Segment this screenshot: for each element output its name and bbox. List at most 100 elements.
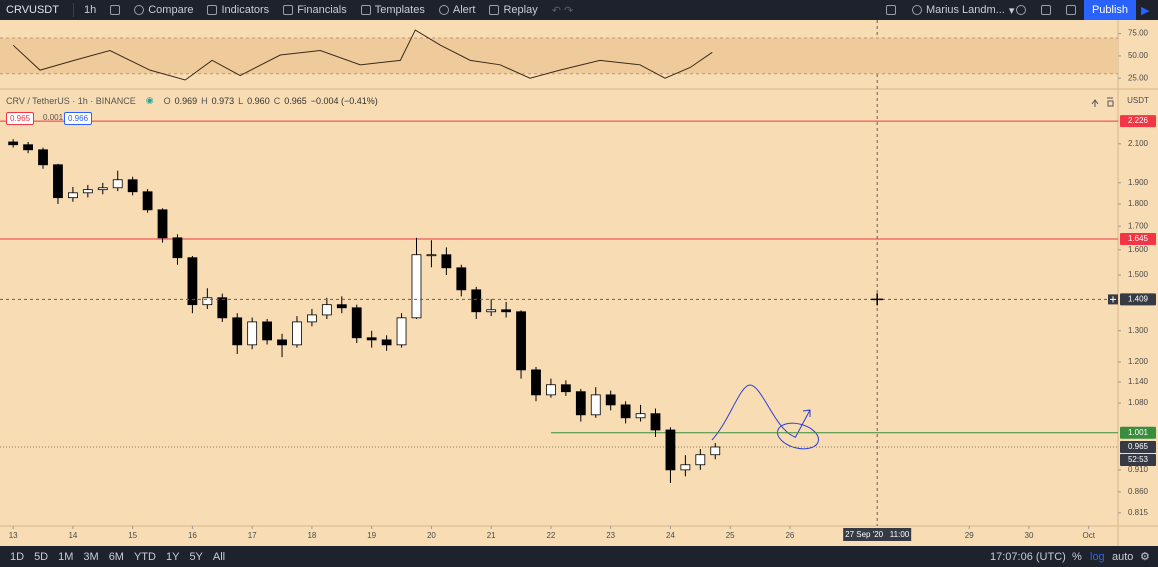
publish-button[interactable]: Publish: [1084, 0, 1136, 20]
open-label: O: [163, 95, 171, 106]
toolbar-item[interactable]: Replay: [489, 4, 538, 16]
candle-body: [68, 192, 78, 199]
x-tick-label: 25: [726, 531, 735, 540]
open-value: 0.969: [174, 95, 198, 106]
y-tick-label: 1.200: [1128, 357, 1149, 366]
x-tick-label: 19: [367, 531, 376, 540]
range-button[interactable]: 1Y: [165, 550, 180, 563]
range-button[interactable]: YTD: [133, 550, 156, 563]
replay-play[interactable]: ▶: [1141, 4, 1150, 17]
candle-body: [351, 307, 362, 339]
countdown-bg: [1120, 453, 1156, 466]
pane-controls[interactable]: [1091, 97, 1114, 107]
y-tick-label: 75.00: [1128, 29, 1149, 38]
label: Financials: [297, 4, 347, 16]
x-tick-label: 20: [427, 531, 436, 540]
icon: [912, 5, 922, 15]
x-tick-label: Oct: [1082, 531, 1095, 540]
bottom-bar: 1D 5D 1M 3M 6M YTD 1Y 5Y All 17:07:06 (U…: [0, 546, 1158, 567]
layout-button[interactable]: [886, 5, 896, 15]
crosshair-time: 27 Sep '20 11:00: [845, 530, 910, 539]
price-tag-bg: [1120, 115, 1156, 128]
range-button[interactable]: 1M: [58, 550, 74, 563]
band: [0, 38, 1118, 74]
change-value: −0.004 (−0.41%): [310, 95, 378, 106]
candle-body: [202, 297, 213, 306]
x-tick-label: 16: [188, 531, 197, 540]
symbol[interactable]: CRVUSDT: [6, 4, 59, 16]
candle-body: [411, 254, 422, 319]
candle-body: [665, 429, 676, 471]
range-button[interactable]: 6M: [108, 550, 124, 563]
y-tick-label: 1.800: [1128, 199, 1149, 208]
candle-body: [366, 337, 377, 341]
x-tick-label: 14: [68, 531, 77, 540]
candle-body: [8, 141, 19, 146]
eye-icon[interactable]: ◉: [145, 95, 154, 105]
settings-button[interactable]: [1016, 5, 1026, 15]
candle-body: [232, 317, 243, 346]
range-button[interactable]: 1D: [10, 550, 25, 563]
candle-body: [187, 257, 198, 306]
label: Alert: [452, 4, 476, 16]
y-tick-label: 25.00: [1128, 73, 1149, 82]
y-tick-label: 0.815: [1128, 508, 1149, 517]
candle-body: [710, 446, 721, 456]
candle-body: [560, 384, 571, 393]
range-button[interactable]: 5D: [34, 550, 49, 563]
interval[interactable]: 1h: [83, 4, 97, 16]
icon: [360, 5, 371, 15]
toolbar-item[interactable]: Financials: [283, 4, 347, 16]
toolbar-item[interactable]: Templates: [360, 4, 425, 16]
oscillator-line: [12, 29, 713, 81]
settings-button[interactable]: ⚙: [1140, 551, 1150, 563]
user-menu[interactable]: Marius Landm... ▾: [912, 4, 1014, 17]
y-tick-label: 1.600: [1128, 245, 1149, 254]
toolbar-item[interactable]: Alert: [438, 4, 476, 16]
high-value: 0.973: [211, 95, 235, 106]
label: Replay: [503, 4, 538, 16]
candle-body: [441, 254, 452, 269]
toolbar: CRVUSDT 1h Compare Indicators Financials…: [0, 0, 1158, 20]
range-button[interactable]: All: [212, 550, 226, 563]
buy-price[interactable]: 0.966: [64, 112, 93, 125]
chart-style[interactable]: [110, 5, 121, 15]
x-tick-label: 30: [1025, 531, 1034, 540]
fullscreen-button[interactable]: [1041, 5, 1051, 15]
candle-body: [680, 464, 691, 471]
candle-body: [396, 317, 407, 346]
low-label: L: [238, 95, 244, 106]
clock[interactable]: 17:07:06 (UTC): [990, 550, 1066, 563]
candle-body: [172, 237, 183, 259]
candle-body: [501, 309, 512, 313]
candle-body: [486, 309, 497, 313]
y-tick-label: 50.00: [1128, 51, 1149, 60]
label: Compare: [148, 4, 194, 16]
sell-price[interactable]: 0.965: [6, 112, 35, 125]
candle-body: [247, 321, 258, 346]
candle-body: [605, 394, 616, 406]
candle-body: [23, 144, 33, 151]
user-name: Marius Landm...: [926, 4, 1005, 16]
auto-toggle[interactable]: auto: [1112, 550, 1134, 563]
snapshot-button[interactable]: [1066, 5, 1076, 15]
candle-body: [456, 267, 467, 291]
x-tick-label: 13: [9, 531, 18, 540]
price-tag: 2.226: [1128, 116, 1149, 125]
range-button[interactable]: 5Y: [189, 550, 203, 563]
close-label: C: [273, 95, 281, 106]
candle-body: [590, 394, 601, 416]
last-price-tag: 0.965: [1128, 442, 1149, 451]
separator: [72, 3, 74, 17]
candle-body: [82, 189, 93, 194]
undo[interactable]: ↶ ↷: [551, 4, 574, 17]
toolbar-item[interactable]: Compare: [134, 4, 193, 16]
percent-toggle[interactable]: %: [1072, 550, 1082, 563]
drawing-ellipse: [776, 422, 820, 450]
log-toggle[interactable]: log: [1090, 550, 1105, 563]
range-button[interactable]: 3M: [83, 550, 99, 563]
toolbar-item[interactable]: Indicators: [207, 4, 269, 16]
candle-body: [112, 179, 123, 189]
currency-label: USDT: [1127, 96, 1149, 105]
